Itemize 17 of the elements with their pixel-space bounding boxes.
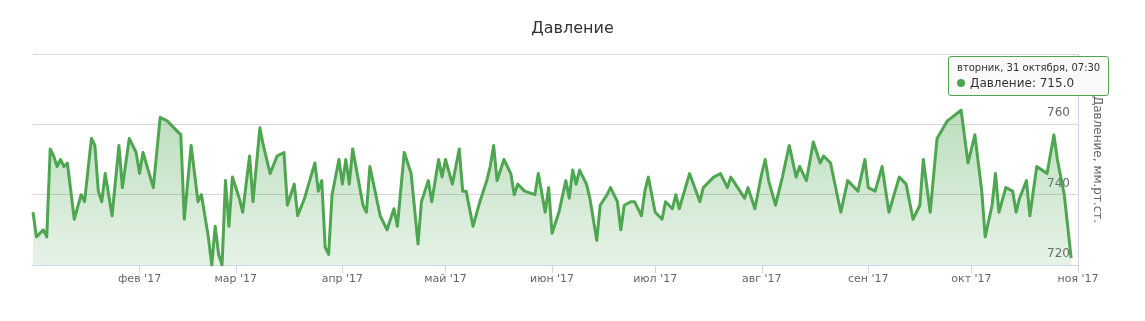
x-tick-label: сен '17 (848, 272, 889, 285)
x-tick-label: окт '17 (951, 272, 992, 285)
chart-title: Давление (531, 17, 614, 37)
x-tick-label: ноя '17 (1057, 272, 1099, 285)
x-tick-label: мар '17 (214, 272, 258, 285)
annotation: Давление: 715.0 (970, 76, 1075, 90)
y-tick-label: 760 (1047, 105, 1070, 120)
x-tick-label: май '17 (424, 272, 467, 285)
annotation: вторник, 31 октября, 07:30 (957, 62, 1101, 73)
x-tick-label: июл '17 (633, 272, 678, 285)
y-tick-label: 720 (1047, 246, 1070, 260)
x-tick-label: июн '17 (530, 272, 575, 285)
x-tick-label: апр '17 (321, 272, 364, 285)
tooltip: вторник, 31 октября, 07:30 Давление: 715.0 (948, 56, 1110, 96)
x-tick-label: фев '17 (117, 272, 162, 285)
y2-axis-title: Давление, мм.рт.ст. (1091, 95, 1105, 224)
x-tick-label: авг '17 (741, 272, 782, 285)
